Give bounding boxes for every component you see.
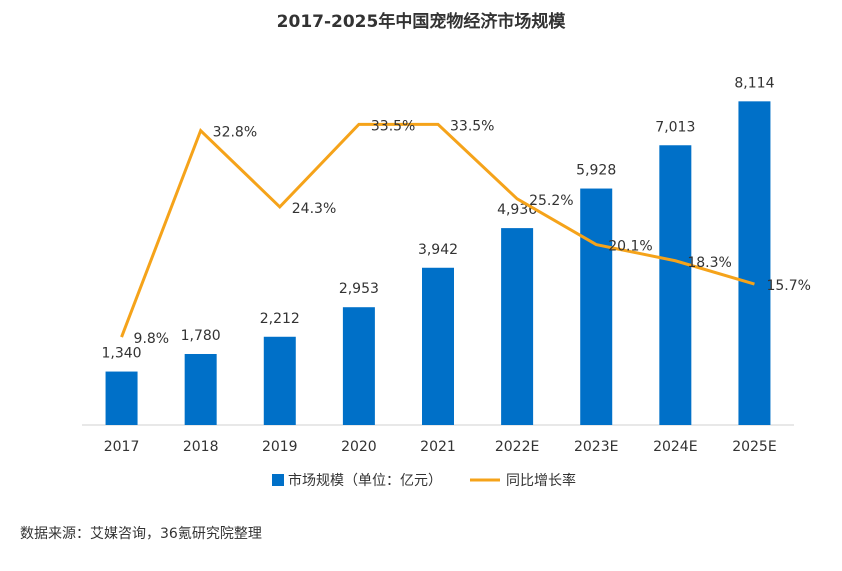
bar-value-label: 1,340 [102, 346, 142, 362]
line-value-label: 33.5% [450, 118, 494, 134]
x-tick-label: 2024E [653, 439, 697, 455]
line-value-label: 32.8% [213, 125, 257, 141]
line-value-label: 25.2% [529, 193, 573, 209]
legend-label: 市场规模（单位：亿元） [288, 472, 442, 489]
bar-value-label: 5,928 [576, 163, 616, 179]
legend-swatch [272, 474, 284, 486]
x-tick-label: 2018 [183, 439, 219, 455]
bar [738, 101, 771, 425]
line-value-label: 9.8% [134, 331, 170, 347]
bar [659, 145, 692, 425]
bar-value-label: 2,953 [339, 281, 379, 297]
x-tick-label: 2022E [495, 439, 539, 455]
bar [263, 336, 296, 425]
bar-value-label: 3,942 [418, 242, 458, 258]
bar [342, 307, 375, 425]
x-tick-label: 2017 [104, 439, 140, 455]
bar [580, 188, 613, 425]
line-value-label: 24.3% [292, 201, 336, 217]
line-value-label: 33.5% [371, 118, 415, 134]
line-value-label: 20.1% [608, 239, 652, 255]
x-tick-label: 2020 [341, 439, 377, 455]
growth-line [120, 122, 755, 338]
x-tick-label: 2023E [574, 439, 618, 455]
bar [105, 371, 138, 425]
line-value-label: 15.7% [766, 278, 810, 294]
x-tick-label: 2019 [262, 439, 298, 455]
chart-title: 2017-2025年中国宠物经济市场规模 [277, 11, 567, 32]
bar-value-label: 7,013 [655, 119, 695, 135]
line-value-label: 18.3% [687, 255, 731, 271]
x-tick-label: 2025E [732, 439, 776, 455]
bar [422, 267, 454, 425]
bar-value-label: 2,212 [260, 311, 300, 327]
source-note: 数据来源：艾媒咨询，36氪研究院整理 [20, 526, 262, 542]
bar-value-label: 8,114 [734, 75, 774, 91]
bar [184, 353, 217, 425]
legend-label: 同比增长率 [506, 472, 576, 489]
x-tick-label: 2021 [420, 439, 456, 455]
bar-value-label: 1,780 [181, 328, 221, 344]
bar [501, 228, 534, 425]
